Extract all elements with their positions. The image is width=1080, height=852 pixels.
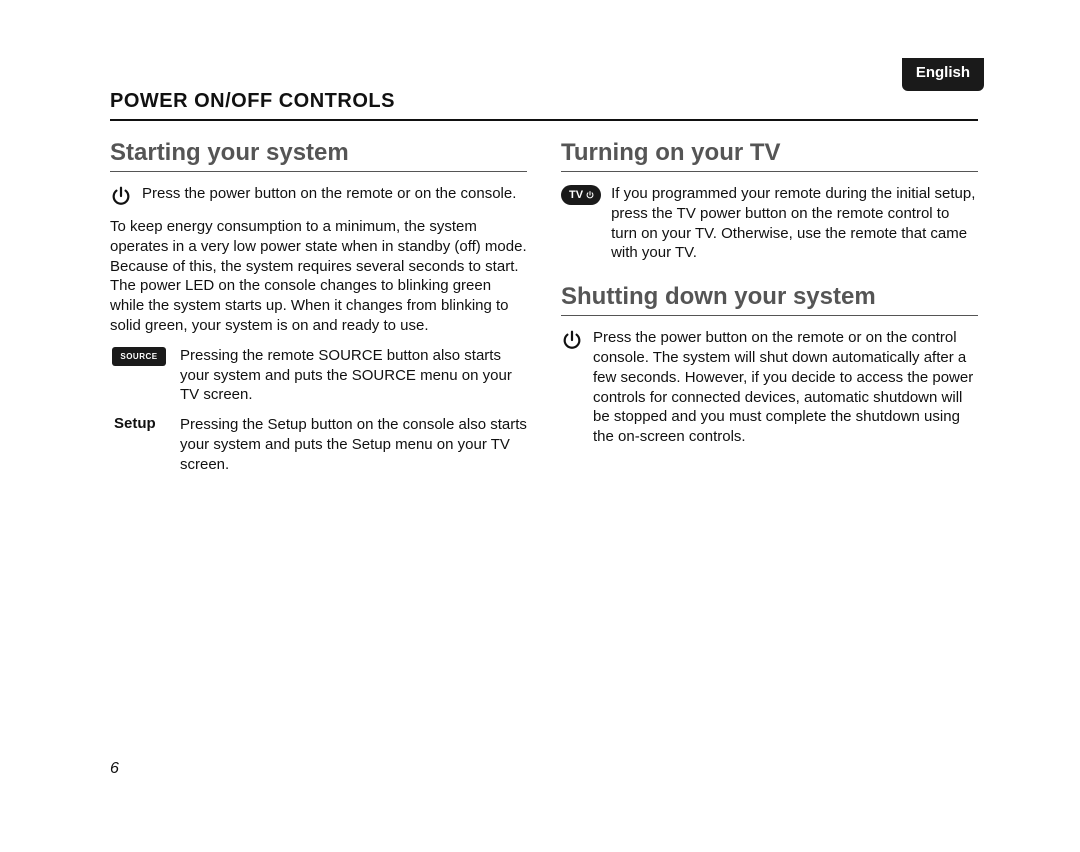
section-title-starting: Starting your system	[110, 139, 527, 172]
source-row: SOURCE Pressing the remote SOURCE button…	[110, 346, 527, 405]
shutdown-instruction-row: Press the power button on the remote or …	[561, 328, 978, 447]
tv-instruction-row: TV If you programmed your remote during …	[561, 184, 978, 263]
tv-badge-text: TV	[569, 189, 583, 201]
tv-badge-power-icon	[585, 190, 595, 200]
language-label: English	[916, 64, 970, 81]
power-icon	[110, 184, 132, 207]
tv-badge: TV	[561, 185, 601, 205]
setup-text: Pressing the Setup button on the console…	[180, 415, 527, 474]
page-number: 6	[110, 760, 119, 778]
standby-paragraph: To keep energy consumption to a minimum,…	[110, 217, 527, 336]
setup-label: Setup	[110, 415, 160, 432]
right-column: Turning on your TV TV If you programmed …	[561, 139, 978, 485]
two-column-layout: Starting your system Press the power but…	[110, 139, 978, 485]
source-badge: SOURCE	[112, 347, 165, 366]
shutdown-instruction-text: Press the power button on the remote or …	[593, 328, 978, 447]
page-title-text: POWER ON/OFF CONTROLS	[110, 90, 395, 112]
section-title-tv: Turning on your TV	[561, 139, 978, 172]
setup-label-cell: Setup	[110, 415, 168, 433]
source-text: Pressing the remote SOURCE button also s…	[180, 346, 527, 405]
tv-instruction-text: If you programmed your remote during the…	[611, 184, 978, 263]
left-column: Starting your system Press the power but…	[110, 139, 527, 485]
power-icon	[561, 328, 583, 351]
manual-page: English POWER ON/OFF CONTROLS Starting y…	[0, 0, 1080, 852]
language-tab: English	[902, 58, 984, 91]
tv-power-badge-icon: TV	[561, 184, 601, 205]
power-instruction-text: Press the power button on the remote or …	[142, 184, 527, 204]
page-title: POWER ON/OFF CONTROLS	[110, 90, 978, 121]
source-badge-cell: SOURCE	[110, 346, 168, 366]
section-title-shutdown: Shutting down your system	[561, 283, 978, 316]
setup-row: Setup Pressing the Setup button on the c…	[110, 415, 527, 474]
power-instruction-row: Press the power button on the remote or …	[110, 184, 527, 207]
